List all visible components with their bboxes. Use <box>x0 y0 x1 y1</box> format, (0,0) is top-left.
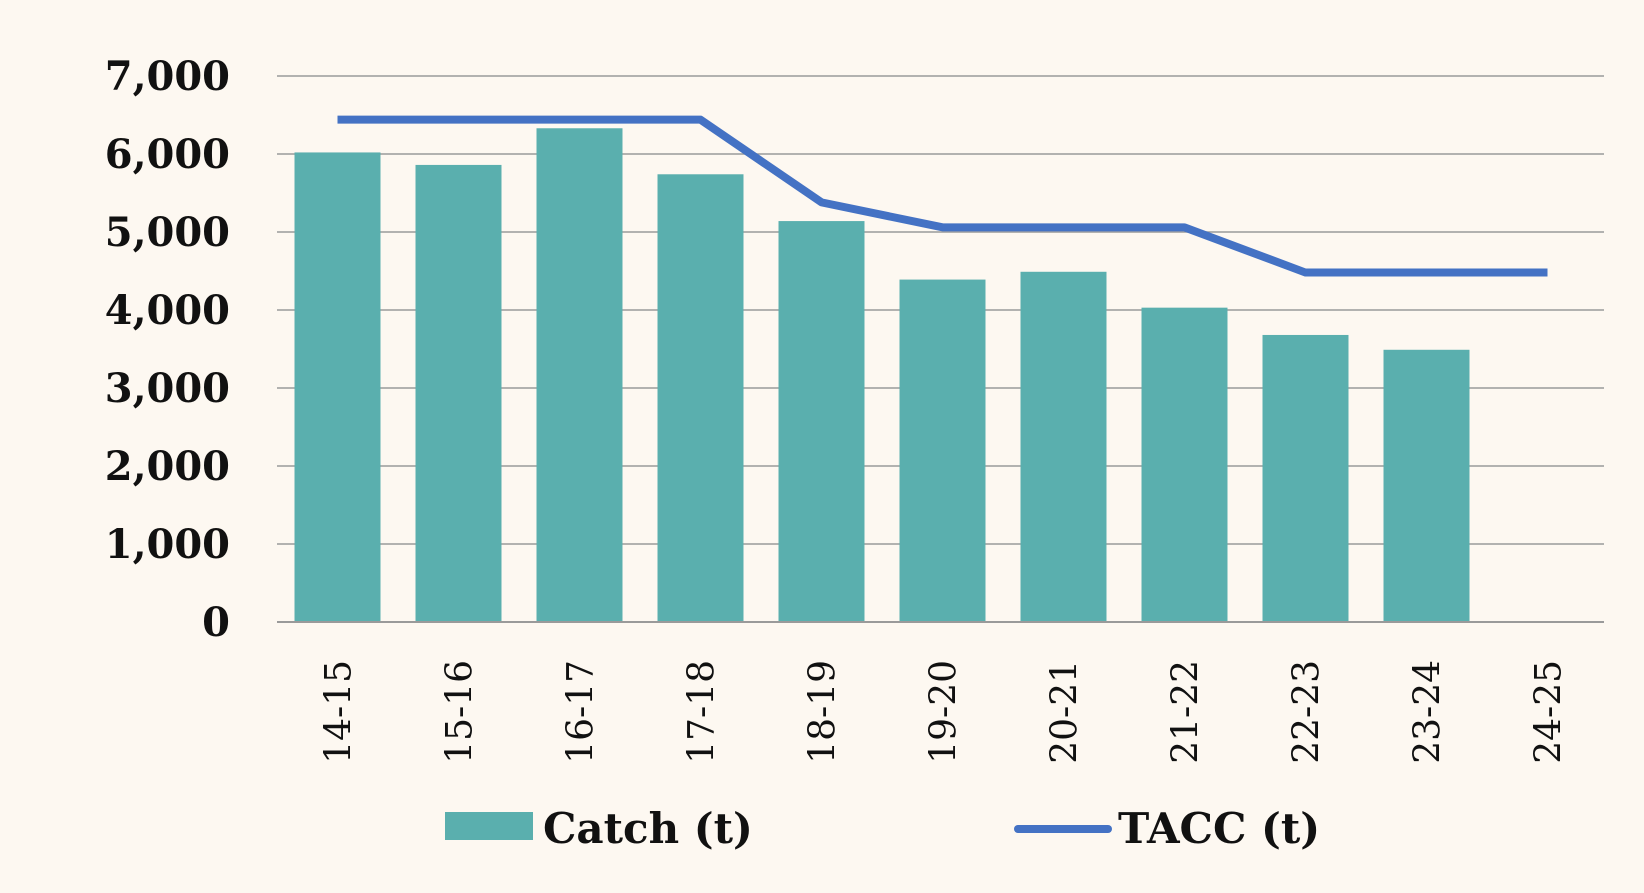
x-tick-label: 15-16 <box>440 660 481 764</box>
bar-catch-18-19 <box>778 221 865 622</box>
y-tick-label: 6,000 <box>105 131 230 178</box>
x-tick-label: 21-22 <box>1166 660 1207 764</box>
bar-catch-23-24 <box>1383 349 1470 622</box>
bar-catch-21-22 <box>1141 307 1228 622</box>
y-axis-tick-labels: 0 1,000 2,000 3,000 4,000 5,000 6,000 7,000 <box>105 53 230 646</box>
x-tick-label: 16-17 <box>561 660 602 764</box>
bar-catch-15-16 <box>415 164 502 623</box>
x-tick-label: 22-23 <box>1287 660 1328 764</box>
bar-catch-16-17 <box>536 128 623 622</box>
legend: Catch (t) TACC (t) <box>445 804 1320 853</box>
y-tick-label: 2,000 <box>105 443 230 490</box>
y-tick-label: 0 <box>202 599 230 646</box>
bar-catch-19-20 <box>899 279 986 622</box>
y-tick-label: 7,000 <box>105 53 230 100</box>
x-tick-label: 20-21 <box>1045 660 1086 764</box>
bar-catch-20-21 <box>1020 271 1107 622</box>
legend-label-catch: Catch (t) <box>543 804 753 853</box>
x-tick-label: 18-19 <box>803 660 844 764</box>
x-axis-tick-labels: 14-15 15-16 16-17 17-18 18-19 19-20 20-21 21-22… <box>319 660 1570 764</box>
x-tick-label: 19-20 <box>924 660 965 764</box>
y-tick-label: 4,000 <box>105 287 230 334</box>
legend-label-tacc: TACC (t) <box>1118 804 1320 853</box>
tacc-line <box>337 115 1548 277</box>
line-tacc <box>337 115 1548 277</box>
x-tick-label: 23-24 <box>1408 660 1449 764</box>
y-tick-label: 3,000 <box>105 365 230 412</box>
bar-catch-22-23 <box>1262 334 1349 622</box>
y-tick-label: 1,000 <box>105 521 230 568</box>
catch-bars <box>294 128 1470 623</box>
bar-catch-14-15 <box>294 152 381 622</box>
x-tick-label: 24-25 <box>1529 660 1570 764</box>
y-tick-label: 5,000 <box>105 209 230 256</box>
legend-swatch-catch <box>445 812 533 840</box>
x-tick-label: 14-15 <box>319 660 360 764</box>
x-tick-label: 17-18 <box>682 660 723 764</box>
bar-catch-17-18 <box>657 174 744 622</box>
